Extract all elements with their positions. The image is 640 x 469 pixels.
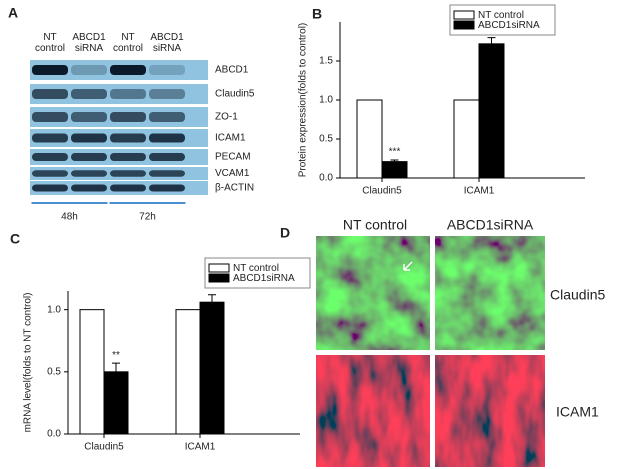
band: [110, 65, 146, 75]
band: [32, 170, 68, 177]
band: [149, 170, 185, 177]
band: [71, 65, 107, 75]
time-label: 72h: [139, 212, 156, 223]
column-label: ABCD1 siRNA: [72, 32, 106, 54]
panel-label: C: [10, 231, 20, 247]
row-label: ICAM1: [556, 404, 599, 420]
band: [110, 89, 146, 99]
legend-label: ABCD1siRNA: [478, 20, 540, 31]
row-label: ABCD1: [215, 65, 249, 76]
micrograph: [435, 355, 545, 467]
micrograph: [316, 355, 430, 467]
error-bar: [112, 362, 120, 372]
panel-label: D: [280, 225, 290, 241]
y-axis-label: mRNA level(folds to NT control): [23, 293, 34, 433]
blot-strip: [30, 84, 208, 104]
band: [32, 112, 68, 122]
legend-box: [204, 257, 311, 289]
error-bar: [487, 37, 496, 44]
legend-label: ABCD1siRNA: [233, 273, 295, 284]
column-label: NT control: [34, 32, 65, 54]
bar: [453, 99, 480, 179]
band: [149, 153, 185, 161]
band: [110, 133, 146, 143]
band: [32, 184, 68, 192]
bar: [103, 371, 129, 435]
x-tick-label: Claudin5: [362, 186, 402, 197]
micrograph: [435, 236, 545, 350]
x-tick-label: ICAM1: [185, 442, 216, 453]
significance: ***: [389, 147, 401, 158]
y-tick-label: 1.0: [47, 304, 61, 315]
band: [71, 184, 107, 192]
band: [71, 133, 107, 143]
significance: **: [112, 350, 120, 361]
band: [149, 184, 185, 192]
bar: [79, 309, 105, 435]
legend-label: NT control: [478, 10, 524, 21]
band: [32, 133, 68, 143]
band: [71, 112, 107, 122]
row-label: Claudin5: [550, 287, 605, 303]
band: [149, 65, 185, 75]
time-label: 48h: [61, 212, 78, 223]
y-axis-label: Protein expression(folds to control): [298, 23, 309, 178]
column-label: NT control: [343, 217, 407, 233]
x-tick-label: Claudin5: [84, 442, 124, 453]
row-label: Claudin5: [215, 89, 255, 100]
y-tick-label: 1.5: [319, 56, 333, 67]
legend-swatch: [453, 20, 475, 30]
panel-label: A: [8, 5, 18, 21]
bar: [175, 309, 201, 435]
y-tick-label: 0.0: [47, 429, 61, 440]
error-bar: [208, 294, 216, 303]
legend-swatch: [208, 273, 230, 283]
row-label: PECAM: [215, 152, 251, 163]
row-label: ZO-1: [215, 112, 238, 123]
legend-box: [449, 4, 556, 36]
panel-label: B: [312, 6, 322, 22]
band: [32, 153, 68, 161]
legend-swatch: [453, 10, 475, 20]
arrow: [403, 261, 413, 271]
column-label: NT control: [112, 32, 143, 54]
band: [110, 184, 146, 192]
blot: ABCD1 Claudin5 ZO-1 ICAM1 PECAM VCAM1 β-ACTIN 4…: [30, 60, 255, 223]
band: [71, 89, 107, 99]
band: [149, 133, 185, 143]
row-label: β-ACTIN: [215, 183, 254, 194]
y-tick-label: 0.5: [319, 134, 333, 145]
bar: [199, 301, 225, 435]
band: [149, 112, 185, 122]
band: [32, 89, 68, 99]
band: [110, 112, 146, 122]
bar: [381, 161, 408, 179]
band: [149, 89, 185, 99]
error-bar: [390, 159, 399, 162]
x-tick-label: ICAM1: [464, 186, 495, 197]
row-label: ICAM1: [215, 133, 246, 144]
bar: [478, 43, 505, 179]
bar: [356, 99, 383, 179]
legend-swatch: [208, 263, 230, 273]
y-tick-label: 0.0: [319, 173, 333, 184]
micrograph: [316, 236, 430, 350]
y-tick-label: 0.5: [47, 366, 61, 377]
y-tick-label: 1.0: [319, 95, 333, 106]
band: [32, 65, 68, 75]
column-label: ABCD1siRNA: [447, 217, 534, 233]
legend-label: NT control: [233, 263, 279, 274]
row-label: VCAM1: [215, 168, 250, 179]
band: [110, 153, 146, 161]
column-label: ABCD1 siRNA: [150, 32, 184, 54]
band: [110, 170, 146, 177]
band: [71, 170, 107, 177]
band: [71, 153, 107, 161]
